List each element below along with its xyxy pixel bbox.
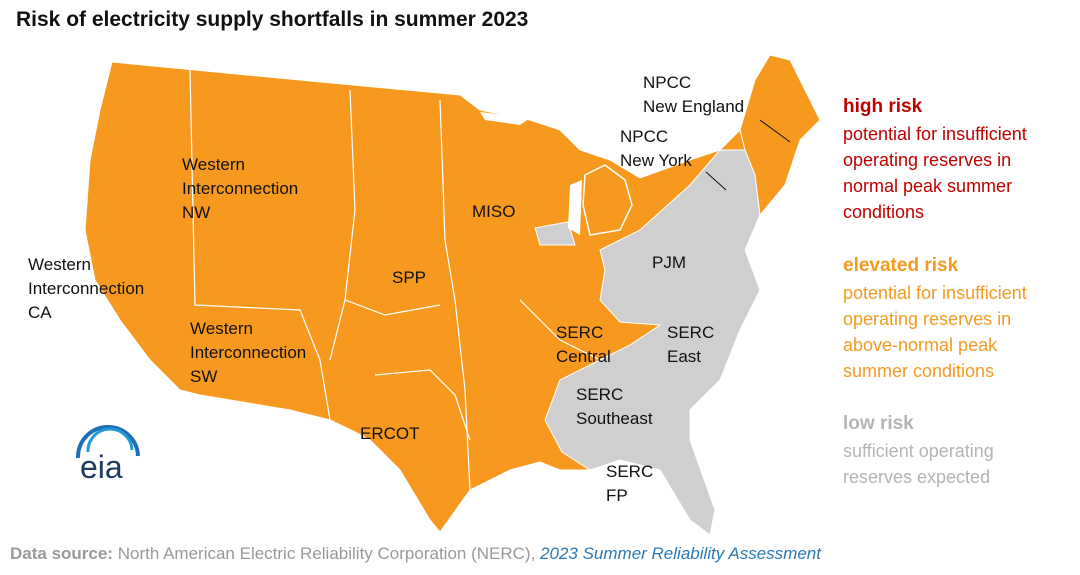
- source-text: North American Electric Reliability Corp…: [118, 544, 536, 563]
- region-label-line: New York: [620, 151, 692, 170]
- region-label: NPCC New York: [620, 127, 692, 170]
- legend-description-line: normal peak summer: [843, 176, 1012, 196]
- region-label-line: East: [667, 347, 701, 366]
- region-label-line: SERC: [667, 323, 714, 342]
- legend-heading: low risk: [843, 413, 914, 434]
- region-label: SERC Central: [556, 323, 611, 366]
- source-prefix: Data source:: [10, 544, 113, 563]
- region-label-line: Western: [28, 255, 91, 274]
- legend-description-line: potential for insufficient: [843, 124, 1027, 144]
- legend-description-line: above-normal peak: [843, 335, 998, 355]
- region-label: SERC East: [667, 323, 714, 366]
- lake: [568, 180, 582, 235]
- region-label-line: Western: [182, 155, 245, 174]
- region-label-line: Interconnection: [28, 279, 144, 298]
- legend-description-line: sufficient operating: [843, 441, 994, 461]
- legend-description-line: reserves expected: [843, 467, 990, 487]
- region-label: ERCOT: [360, 424, 420, 443]
- legend-description: potential for insufficient operating rese…: [843, 124, 1027, 222]
- region-label-line: SERC: [556, 323, 603, 342]
- legend-description-line: operating reserves in: [843, 150, 1011, 170]
- legend-description-line: summer conditions: [843, 361, 994, 381]
- title: Risk of electricity supply shortfalls in…: [16, 8, 528, 31]
- region-label: Western Interconnection NW: [182, 155, 298, 222]
- region-label-line: MISO: [472, 202, 515, 221]
- leader-line: [759, 119, 791, 143]
- logo-text: eia: [80, 449, 123, 485]
- region-label-line: Western: [190, 319, 253, 338]
- region-label: MISO: [472, 202, 515, 221]
- region-label-line: Southeast: [576, 409, 653, 428]
- legend-description-line: potential for insufficient: [843, 283, 1027, 303]
- region-label: SERC Southeast: [576, 385, 653, 428]
- region-label-line: NPCC: [620, 127, 668, 146]
- logo-arc: [86, 427, 134, 453]
- source: Data source: North American Electric Rel…: [10, 544, 822, 563]
- legend-description: potential for insufficient operating rese…: [843, 283, 1027, 381]
- region-label: NPCC New England: [643, 73, 744, 116]
- region-label-line: SPP: [392, 268, 426, 287]
- region-boundaries: [189, 69, 601, 491]
- lake: [480, 112, 530, 125]
- region-label-line: NW: [182, 203, 210, 222]
- source-link[interactable]: 2023 Summer Reliability Assessment: [539, 544, 822, 563]
- logo-arc: [75, 425, 140, 459]
- region-label-line: Central: [556, 347, 611, 366]
- legend-heading: elevated risk: [843, 255, 959, 276]
- michigan: [582, 164, 633, 236]
- region-label: SPP: [392, 268, 426, 287]
- region-label-line: CA: [28, 303, 52, 322]
- leader-line: [705, 171, 727, 191]
- legend-heading: high risk: [843, 96, 923, 117]
- region-label-line: SW: [190, 367, 217, 386]
- map: [84, 54, 821, 536]
- region-label-line: PJM: [652, 253, 686, 272]
- region-label: Western Interconnection CA: [28, 255, 144, 322]
- region-label-line: FP: [606, 486, 628, 505]
- region-label: SERC FP: [606, 462, 653, 505]
- region-label-line: NPCC: [643, 73, 691, 92]
- logo: eia: [75, 425, 140, 485]
- region-label-line: SERC: [606, 462, 653, 481]
- region-label: Western Interconnection SW: [190, 319, 306, 386]
- legend-description-line: operating reserves in: [843, 309, 1011, 329]
- region-label-line: Interconnection: [182, 179, 298, 198]
- legend-description: sufficient operating reserves expected: [843, 441, 994, 487]
- region-label-line: SERC: [576, 385, 623, 404]
- legend-description-line: conditions: [843, 202, 924, 222]
- region-label-line: Interconnection: [190, 343, 306, 362]
- region-label-line: New England: [643, 97, 744, 116]
- gray-wisconsin: [534, 221, 576, 246]
- region-label-line: ERCOT: [360, 424, 420, 443]
- region-label: PJM: [652, 253, 686, 272]
